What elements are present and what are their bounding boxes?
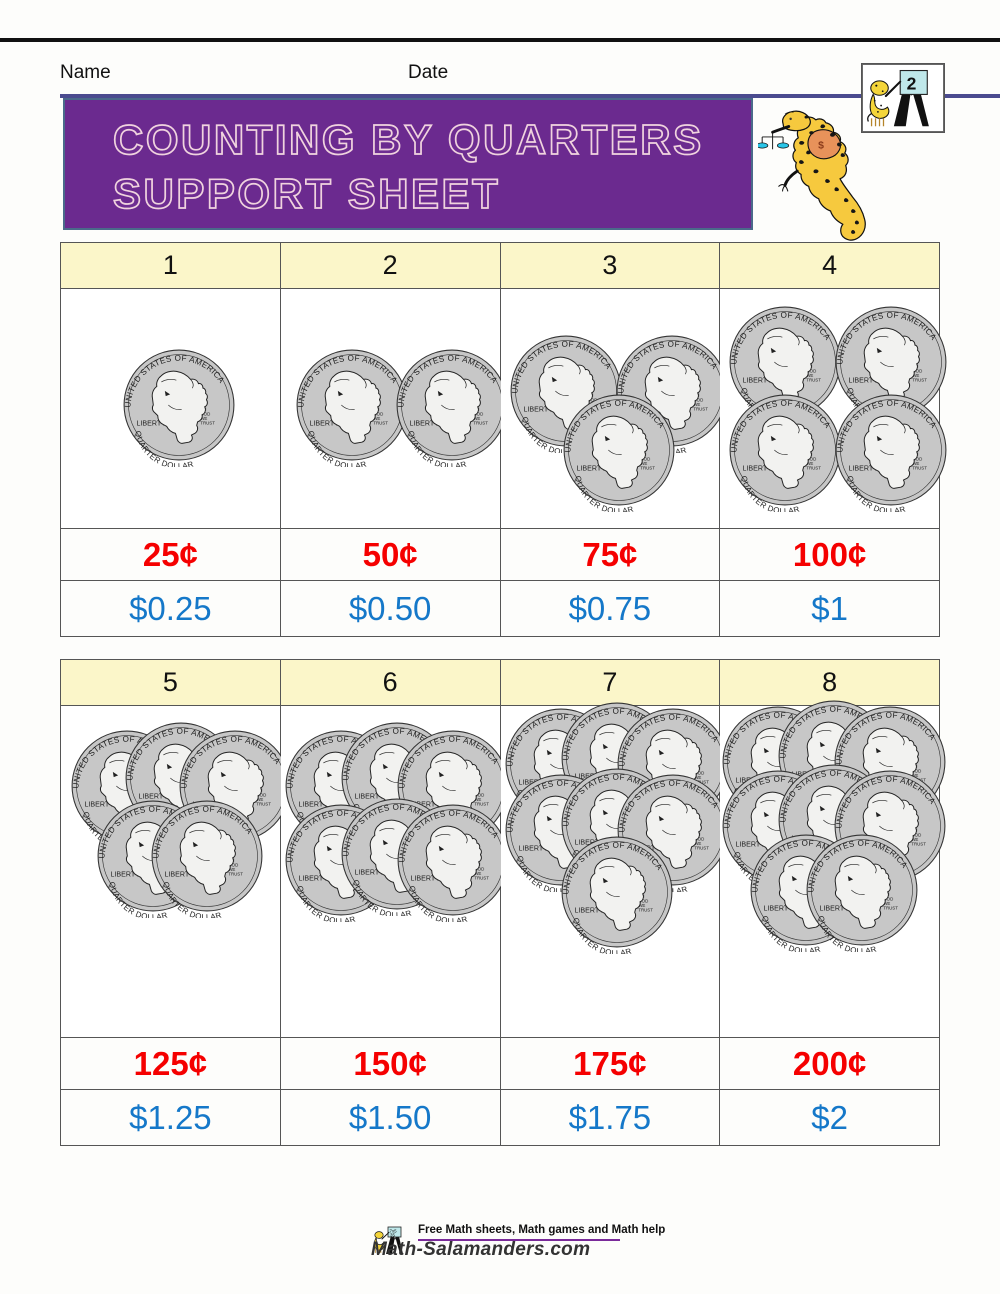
svg-text:2: 2 xyxy=(907,74,917,94)
svg-text:35: 35 xyxy=(390,1233,395,1238)
svg-text:$: $ xyxy=(818,140,824,151)
